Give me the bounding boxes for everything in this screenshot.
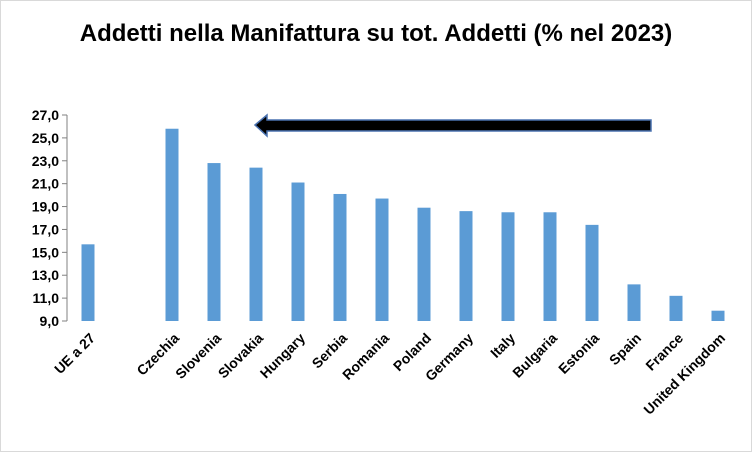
x-tick-label: Hungary [257,330,309,382]
y-tick-label: 15,0 [32,244,59,260]
chart-title: Addetti nella Manifattura su tot. Addett… [79,20,673,47]
y-axis: 9,0 11,0 13,0 15,0 17,0 19,0 21,0 23,0 25,0 27,0 [32,107,68,329]
y-tick-label: 27,0 [32,107,59,123]
bar [207,163,221,321]
bars [81,128,725,321]
x-tick-label: Slovenia [172,330,224,382]
bar [417,207,431,321]
bar [501,212,515,321]
x-tick-label: Bulgaria [509,330,560,381]
y-tick-label: 19,0 [32,199,59,215]
y-tick-label: 11,0 [33,290,60,306]
x-tick-label: Italy [487,330,518,361]
bar [375,198,389,321]
x-tick-label: Slovakia [215,330,267,382]
bar [333,193,347,321]
arrow-annotation [253,113,652,138]
bar [81,244,95,321]
x-tick-label: Estonia [555,330,602,377]
bar [543,212,557,321]
bar [711,310,725,321]
bar [669,295,683,321]
x-tick-label: Spain [606,330,644,368]
left-arrow-icon [253,113,652,138]
bar [459,211,473,321]
bar [249,167,263,321]
y-tick-label: 25,0 [32,130,59,146]
y-tick-label: 9,0 [40,313,60,329]
y-tick-label: 13,0 [32,267,59,283]
x-tick-label: Serbia [309,330,351,372]
bar [291,182,305,321]
y-tick-label: 17,0 [32,221,59,237]
y-tick-label: 23,0 [32,153,59,169]
x-tick-label: Romania [339,330,392,383]
bar [165,128,179,321]
bar [627,284,641,321]
y-tick-label: 21,0 [32,176,59,192]
bar [585,224,599,321]
x-tick-label: UE a 27 [51,330,98,377]
